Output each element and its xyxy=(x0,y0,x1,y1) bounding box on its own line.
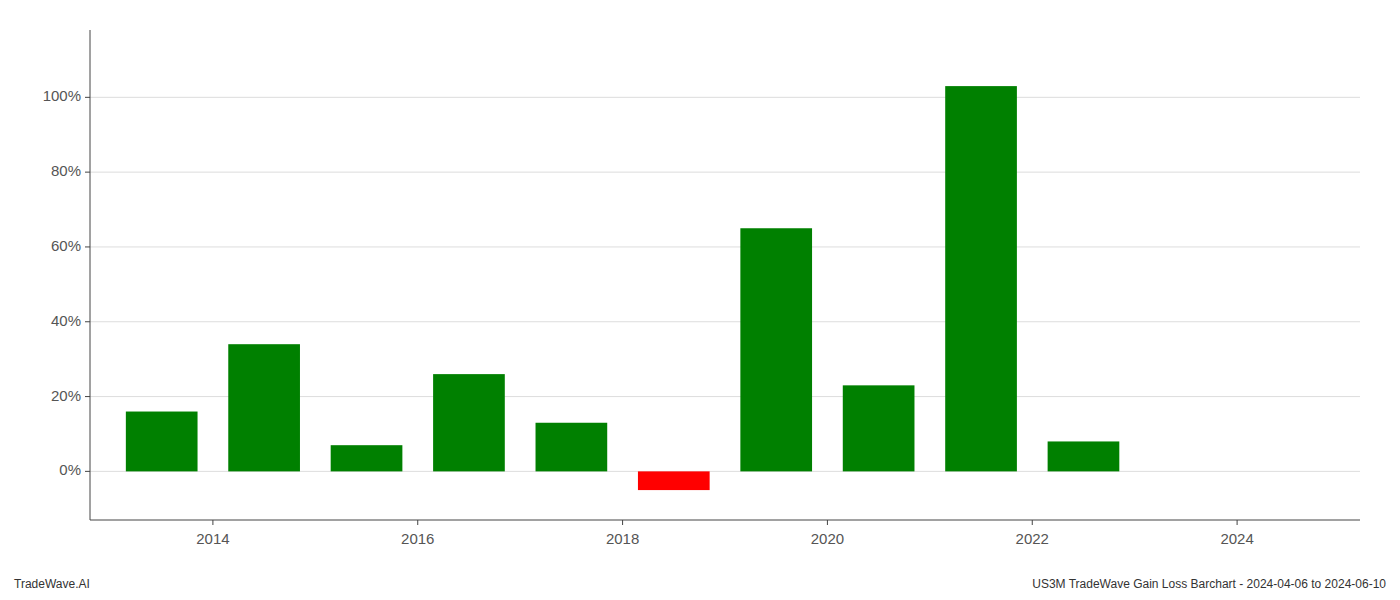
tick-mark xyxy=(85,321,90,322)
x-axis: 2014 2016 2018 2020 2022 2024 xyxy=(90,520,1360,547)
bar xyxy=(126,412,198,472)
tick-label: 60% xyxy=(51,237,81,254)
tick-label: 2020 xyxy=(811,530,844,547)
tick-label: 2016 xyxy=(401,530,434,547)
tick-label: 100% xyxy=(43,87,81,104)
bar xyxy=(638,471,710,490)
tick-mark xyxy=(417,520,418,525)
bar xyxy=(945,86,1017,471)
tick-mark xyxy=(85,246,90,247)
x-axis-line xyxy=(90,520,1360,521)
y-axis-line xyxy=(90,30,91,520)
tick-mark xyxy=(85,97,90,98)
tick-mark xyxy=(85,172,90,173)
y-axis: 0% 20% 40% 60% 80% 100% xyxy=(43,30,90,520)
tick-label: 80% xyxy=(51,162,81,179)
tick-mark xyxy=(85,396,90,397)
bar xyxy=(228,344,300,471)
bar xyxy=(536,423,608,472)
tick-label: 20% xyxy=(51,387,81,404)
tick-mark xyxy=(1032,520,1033,525)
bar xyxy=(433,374,505,471)
tick-label: 0% xyxy=(59,461,81,478)
chart: 0%20%40%60%80%100%2014201620182020202220… xyxy=(0,0,1400,600)
tick-mark xyxy=(827,520,828,525)
bar xyxy=(331,445,403,471)
tick-label: 2014 xyxy=(196,530,229,547)
bar xyxy=(740,228,812,471)
tick-mark xyxy=(85,471,90,472)
bar xyxy=(843,385,915,471)
grid-line xyxy=(90,172,1360,173)
tick-label: 2024 xyxy=(1220,530,1253,547)
chart-container: 0%20%40%60%80%100%2014201620182020202220… xyxy=(0,0,1400,600)
grid-line xyxy=(90,97,1360,98)
tick-mark xyxy=(212,520,213,525)
grid-line xyxy=(90,246,1360,247)
bar xyxy=(1048,441,1120,471)
footer-left: TradeWave.AI xyxy=(14,577,90,591)
footer-right: US3M TradeWave Gain Loss Barchart - 2024… xyxy=(1032,577,1386,591)
tick-mark xyxy=(1237,520,1238,525)
bars xyxy=(126,86,1119,490)
tick-label: 2022 xyxy=(1016,530,1049,547)
tick-label: 2018 xyxy=(606,530,639,547)
grid-line xyxy=(90,321,1360,322)
grid xyxy=(90,97,1360,471)
tick-mark xyxy=(622,520,623,525)
tick-label: 40% xyxy=(51,312,81,329)
